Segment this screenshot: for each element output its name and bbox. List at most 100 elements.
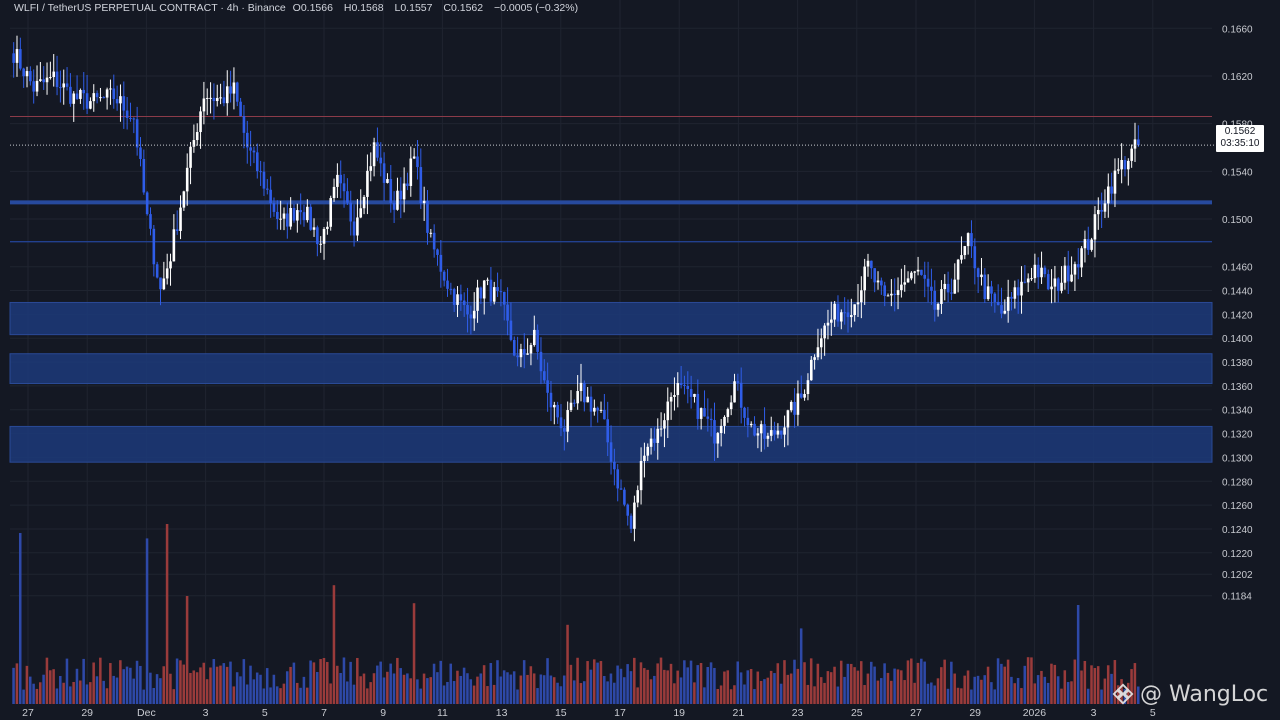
candle-body	[736, 381, 740, 383]
candle-body	[836, 303, 840, 322]
volume-bar	[1116, 685, 1120, 704]
volume-bar	[996, 658, 1000, 704]
volume-bar	[679, 677, 683, 704]
candle-body	[606, 419, 610, 443]
candle-body	[980, 274, 983, 278]
symbol-header: WLFI / TetherUS PERPETUAL CONTRACT · 4h …	[14, 2, 582, 14]
volume-bar	[579, 683, 583, 704]
price-axis[interactable]: 0.16600.16200.15800.15400.15000.14600.14…	[1222, 24, 1253, 602]
volume-bar	[239, 676, 242, 704]
candle-body	[616, 469, 620, 489]
volume-bar	[452, 681, 456, 704]
candle-body	[112, 88, 116, 99]
volume-bar	[673, 683, 676, 704]
volume-bar	[926, 683, 930, 704]
price-tick-label: 0.1220	[1222, 549, 1253, 560]
volume-bar	[145, 538, 149, 704]
volume-bar	[629, 671, 633, 704]
candle-body	[563, 428, 566, 432]
candle-body	[282, 213, 286, 219]
candle-body	[25, 71, 29, 77]
volume-bar	[689, 660, 693, 704]
volume-bar	[776, 663, 780, 704]
price-tick-label: 0.1620	[1222, 72, 1253, 83]
volume-bar	[509, 674, 513, 704]
symbol-title: WLFI / TetherUS PERPETUAL CONTRACT · 4h …	[14, 2, 286, 14]
volume-bar	[99, 657, 102, 704]
volume-bar	[436, 672, 439, 704]
volume-bar	[1063, 670, 1067, 704]
candle-body	[1123, 159, 1127, 170]
candle-body	[1106, 186, 1110, 204]
volume-bar	[659, 657, 663, 704]
time-tick-label: 3	[1091, 707, 1097, 719]
close-value: 0.1562	[450, 2, 484, 14]
candle-body	[152, 228, 156, 265]
candle-body	[599, 409, 603, 411]
candle-body	[930, 286, 933, 291]
volume-bar	[1070, 681, 1073, 704]
candle-body	[1113, 170, 1117, 194]
volume-bar	[222, 663, 226, 704]
volume-bar	[923, 661, 926, 704]
price-tick-label: 0.1202	[1222, 570, 1253, 581]
volume-bar	[125, 666, 129, 704]
volume-bar	[699, 662, 703, 704]
candle-body	[35, 80, 39, 92]
volume-bar	[686, 667, 689, 704]
volume-bar	[950, 661, 953, 704]
volume-bar	[479, 673, 483, 704]
candle-body	[776, 430, 780, 435]
candle-body	[372, 142, 376, 167]
volume-bar	[1006, 659, 1010, 704]
volume-bar	[796, 668, 800, 704]
volume-bar	[262, 688, 266, 704]
candle-body	[119, 96, 122, 104]
volume-bar	[1043, 676, 1047, 704]
volume-bar	[1013, 683, 1017, 704]
volume-bar	[886, 672, 890, 704]
volume-bar	[192, 670, 196, 704]
volume-bar	[733, 685, 736, 704]
volume-bar	[329, 683, 332, 704]
candle-body	[1016, 287, 1020, 296]
candle-body	[212, 97, 216, 102]
candle-body	[209, 97, 212, 99]
volume-bar	[1076, 605, 1080, 704]
candle-body	[876, 280, 880, 283]
candle-body	[75, 93, 79, 99]
volume-bar	[833, 666, 836, 704]
volume-bar	[946, 688, 950, 704]
candle-body	[1053, 278, 1057, 287]
price-tick-label: 0.1500	[1222, 215, 1253, 226]
volume-bar	[326, 661, 329, 704]
candle-body	[619, 488, 623, 490]
volume-bar	[486, 686, 489, 704]
volume-bar	[976, 675, 980, 704]
volume-bar	[519, 675, 523, 704]
volume-bar	[272, 674, 276, 704]
volume-bar	[219, 665, 222, 704]
price-tick-label: 0.1660	[1222, 24, 1253, 35]
volume-bar	[249, 665, 252, 704]
volume-bar	[759, 680, 763, 704]
volume-bar	[496, 660, 499, 704]
candle-body	[596, 407, 599, 411]
volume-bar	[489, 663, 493, 704]
candle-body	[292, 208, 296, 221]
candle-body	[733, 381, 736, 403]
price-tick-label: 0.1280	[1222, 477, 1253, 488]
time-axis[interactable]: 27 29 Dec 3 5 7 9 11 13 15 17 19 21 23 25 27 29 2026 3 5	[22, 707, 1156, 719]
candle-body	[55, 71, 59, 88]
time-tick-label: 29	[969, 707, 981, 719]
volume-bar	[542, 675, 546, 704]
candle-body	[362, 196, 366, 209]
candle-body	[99, 97, 102, 99]
volume-bar	[613, 682, 616, 704]
time-tick-label: 3	[203, 707, 209, 719]
volume-bar	[275, 686, 279, 704]
candle-body	[359, 208, 363, 218]
candle-body	[229, 86, 232, 94]
volume-bar	[305, 687, 309, 704]
